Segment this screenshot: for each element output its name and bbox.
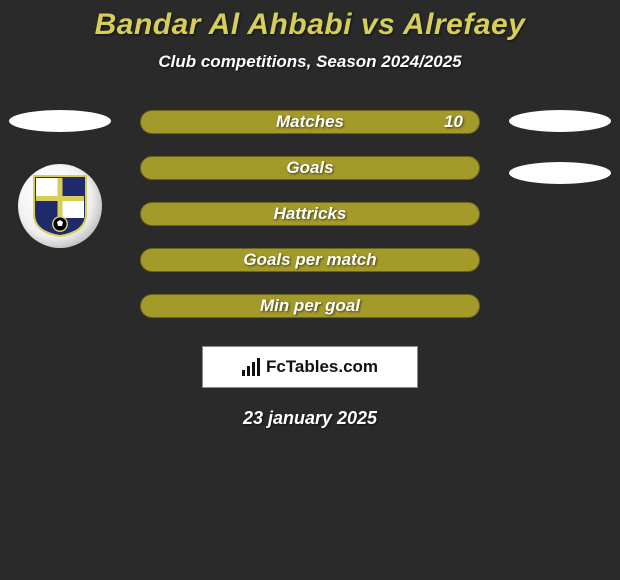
page-title: Bandar Al Ahbabi vs Alrefaey xyxy=(0,0,620,42)
left-club-logo xyxy=(18,164,102,248)
branding-box: FcTables.com xyxy=(202,346,418,388)
stat-bar-label: Goals xyxy=(286,158,333,178)
stat-bar-label: Goals per match xyxy=(243,250,376,270)
stat-bar-label: Matches xyxy=(276,112,344,132)
stat-bar: Goals xyxy=(140,156,480,180)
stat-bar: Goals per match xyxy=(140,248,480,272)
stat-bars: Matches 10 Goals Hattricks Goals per match Mi… xyxy=(140,110,480,318)
date-label: 23 january 2025 xyxy=(0,408,620,429)
left-player-column xyxy=(0,110,111,248)
right-player-column xyxy=(509,110,620,184)
stat-bar: Matches 10 xyxy=(140,110,480,134)
comparison-content: Matches 10 Goals Hattricks Goals per match Mi… xyxy=(0,110,620,318)
right-player-oval-2 xyxy=(509,162,611,184)
left-player-oval xyxy=(9,110,111,132)
right-player-oval-1 xyxy=(509,110,611,132)
stat-bar-label: Min per goal xyxy=(260,296,360,316)
shield-icon xyxy=(32,174,88,238)
stat-bar: Min per goal xyxy=(140,294,480,318)
branding-text: FcTables.com xyxy=(266,357,378,377)
subtitle: Club competitions, Season 2024/2025 xyxy=(0,52,620,72)
bar-chart-icon xyxy=(242,358,260,376)
stat-bar: Hattricks xyxy=(140,202,480,226)
stat-bar-value-right: 10 xyxy=(444,112,463,132)
stat-bar-label: Hattricks xyxy=(274,204,347,224)
